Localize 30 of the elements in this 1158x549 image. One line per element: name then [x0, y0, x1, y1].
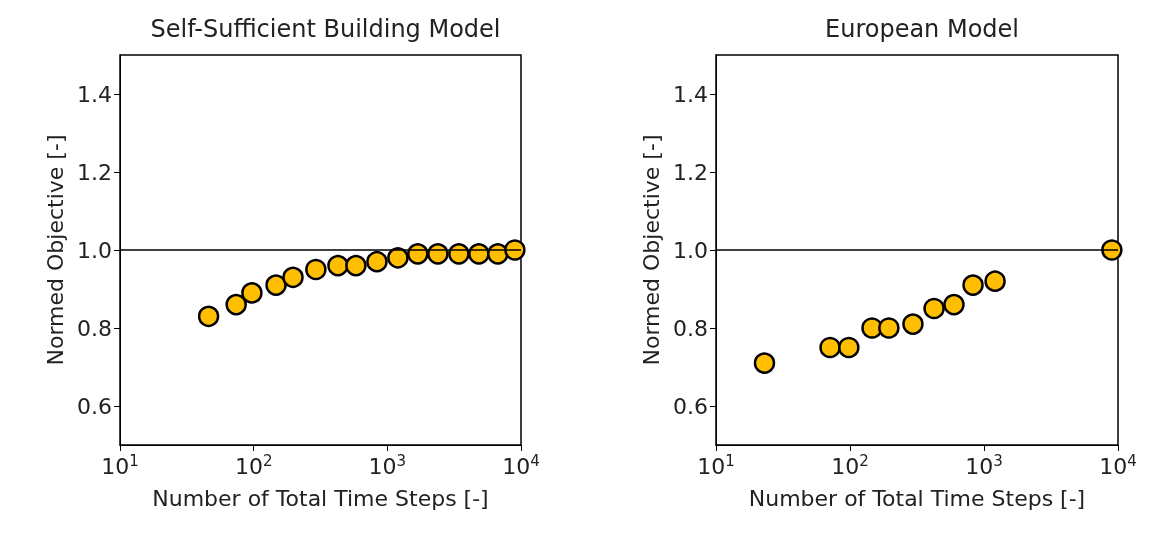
chart-title: European Model — [824, 15, 1020, 43]
y-tick-label: 1.4 — [673, 81, 708, 107]
y-tick-label: 1.2 — [77, 159, 112, 185]
y-tick-label: 0.8 — [673, 315, 708, 341]
y-tick-label: 1.0 — [77, 237, 112, 263]
y-tick-label: 0.6 — [673, 393, 708, 419]
point — [366, 250, 388, 273]
point — [923, 297, 945, 320]
point — [819, 336, 841, 359]
chart-title: Self-Sufficient Building Model — [150, 15, 501, 43]
point — [225, 293, 247, 316]
point — [327, 254, 349, 277]
y-tick-label: 1.0 — [673, 237, 708, 263]
point — [387, 247, 409, 269]
y-tick-label: 1.2 — [673, 159, 708, 185]
point — [902, 313, 924, 335]
point — [305, 258, 327, 281]
point — [838, 336, 860, 359]
y-tick-label: 0.6 — [77, 393, 112, 419]
y-axis-title: Normed Objective [-] — [42, 134, 68, 366]
point — [962, 274, 984, 296]
point — [345, 254, 367, 277]
y-tick-label: 1.4 — [77, 81, 112, 107]
x-axis-title: Number of Total Time Steps [-] — [748, 485, 1086, 511]
point — [984, 270, 1006, 292]
x-axis-title: Number of Total Time Steps [-] — [152, 485, 489, 511]
y-tick-label: 0.8 — [77, 315, 112, 341]
point — [265, 274, 287, 296]
point — [943, 293, 965, 316]
y-axis-title: Normed Objective [-] — [638, 134, 664, 366]
